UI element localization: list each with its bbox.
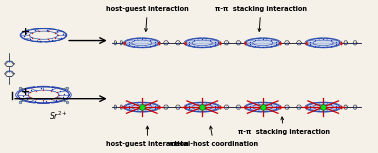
Text: metal-host coordination: metal-host coordination <box>169 126 258 147</box>
Polygon shape <box>186 103 219 112</box>
Text: Sr$^{2+}$: Sr$^{2+}$ <box>50 109 68 122</box>
Polygon shape <box>246 103 279 112</box>
Text: π-π  stacking interaction: π-π stacking interaction <box>215 6 307 31</box>
Polygon shape <box>246 38 279 47</box>
Text: host-guest interaction: host-guest interaction <box>106 6 189 31</box>
Polygon shape <box>307 103 340 112</box>
Text: π-π  stacking interaction: π-π stacking interaction <box>237 117 330 135</box>
Polygon shape <box>307 38 340 47</box>
Text: +: + <box>21 87 30 97</box>
Polygon shape <box>186 38 219 47</box>
Text: +: + <box>21 27 30 37</box>
Polygon shape <box>125 103 158 112</box>
Text: host-guest interaction: host-guest interaction <box>106 126 189 147</box>
Polygon shape <box>125 38 158 47</box>
